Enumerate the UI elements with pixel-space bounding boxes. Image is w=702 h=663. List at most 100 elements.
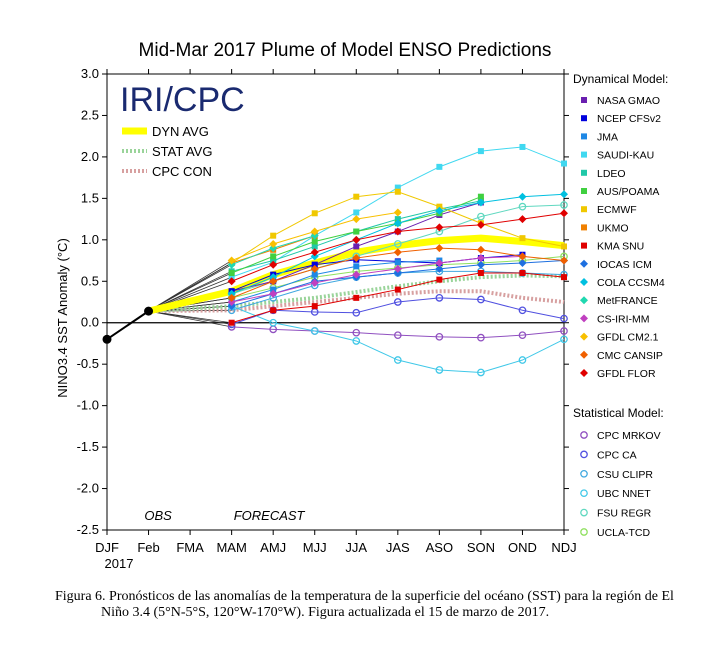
data-point-saudi-kau (561, 160, 567, 167)
anchor-ray-cpc-ca (148, 310, 232, 325)
legend-marker-saudi-kau (581, 151, 587, 158)
y-axis-ticks: 3.0 2.5 2.0 1.5 1.0 0.5 0.0 -0.5 -1.0 -1.5 -2.0 -2.… (77, 66, 569, 537)
data-point-kma-snu (228, 319, 235, 326)
legend-label-gfdl-flor: GFDL FLOR (597, 368, 656, 380)
data-point-gfdl-cm2-1 (310, 227, 319, 236)
data-point-gfdl-cm2-1 (352, 215, 361, 224)
data-point-jma (270, 286, 277, 293)
legend-label-fsu-regr: FSU REGR (597, 508, 652, 520)
data-point-cpc-ca (435, 294, 444, 302)
legend-marker-cmc-cansip (580, 350, 588, 359)
data-point-saudi-kau (519, 143, 526, 150)
data-point-jma (353, 263, 360, 270)
data-point-fsu-regr (518, 202, 527, 211)
data-point-saudi-kau (353, 209, 360, 216)
data-point-ecmwf (394, 188, 401, 195)
legend-marker-nasa-gmao (581, 97, 587, 103)
legend-marker-ukmo (581, 224, 587, 231)
series-cmc-cansip (227, 244, 568, 302)
data-point-kma-snu (394, 286, 401, 293)
legend-marker-cpc-mrkov (580, 431, 588, 439)
legend-label-ecmwf: ECMWF (597, 204, 637, 216)
legend-marker-ubc-nnet (580, 489, 588, 498)
legend-marker-fsu-regr (580, 508, 588, 517)
legend-label-cpc-ca: CPC CA (597, 449, 637, 461)
data-point-cmc-cansip (435, 244, 444, 253)
data-point-gfdl-flor (310, 248, 319, 257)
legend-marker-aus-poama (581, 188, 587, 194)
x-tick-label: SON (467, 540, 495, 555)
data-point-cmc-cansip (269, 277, 278, 286)
legend-marker-gfdl-cm2-1 (580, 332, 588, 341)
data-point-cpc-mrkov (477, 333, 485, 342)
data-point-cmc-cansip (310, 264, 319, 273)
data-point-nasa-gmao (353, 243, 360, 250)
data-point-ecmwf (561, 243, 567, 250)
legend-label-ldeo: LDEO (597, 168, 626, 180)
data-point-kma-snu (311, 303, 318, 310)
dynamical-legend-title: Dynamical Model: (573, 72, 668, 86)
legend-label-iocas-icm: IOCAS ICM (597, 259, 652, 271)
legend-label-cola-ccsm4: COLA CCSM4 (597, 277, 665, 289)
data-point-iocas-icm (518, 259, 527, 268)
legend-label-saudi-kau: SAUDI-KAU (597, 150, 654, 162)
data-point-ubc-nnet (435, 366, 444, 374)
data-point-metfrance (227, 260, 236, 269)
data-point-cpc-mrkov (518, 331, 527, 340)
legend-marker-iocas-icm (580, 259, 588, 268)
data-point-saudi-kau (228, 274, 235, 281)
data-point-gfdl-flor (560, 209, 568, 218)
legend-label-ubc-nnet: UBC NNET (597, 488, 651, 500)
data-point-cola-ccsm4 (269, 273, 278, 282)
data-point-kma-snu (353, 294, 360, 301)
data-point-ecmwf (311, 210, 318, 217)
data-point-gfdl-flor (435, 223, 444, 232)
legend-marker-gfdl-flor (580, 369, 588, 377)
series-metfrance (227, 231, 319, 269)
legend-label-cpc-mrkov: CPC MRKOV (597, 430, 661, 442)
data-point-ubc-nnet (393, 356, 402, 364)
data-point-cola-ccsm4 (560, 190, 568, 199)
data-point-fsu-regr (560, 201, 568, 209)
x-tick-label: DJF (95, 540, 119, 555)
legend-label-cmc-cansip: CMC CANSIP (597, 350, 663, 362)
data-point-cs-iri-mm (227, 298, 236, 306)
x-tick-label: MAM (216, 540, 246, 555)
legend-label-ukmo: UKMO (597, 222, 629, 234)
observed-series (102, 306, 154, 344)
data-point-aus-poama (353, 228, 360, 235)
data-point-aus-poama (477, 193, 484, 200)
series-cpc-mrkov (227, 323, 568, 342)
data-point-saudi-kau (477, 148, 484, 155)
data-point-ubc-nnet (310, 327, 319, 335)
legend-marker-cola-ccsm4 (580, 278, 588, 286)
data-point-metfrance (269, 244, 278, 253)
data-point-cola-ccsm4 (518, 192, 527, 201)
chart-title: Mid-Mar 2017 Plume of Model ENSO Predict… (139, 40, 552, 61)
anchor-ray-gfdl-cm2-1 (148, 260, 232, 312)
data-point-cs-iri-mm (393, 264, 402, 273)
observed-line (106, 310, 150, 341)
data-point-cola-ccsm4 (227, 289, 236, 298)
data-point-ubc-nnet (477, 368, 485, 377)
data-point-cs-iri-mm (352, 270, 361, 279)
data-point-cpc-ca (393, 298, 402, 306)
data-point-cs-iri-mm (269, 289, 278, 298)
figure-caption: Figura 6. Pronósticos de las anomalías d… (55, 589, 674, 620)
series-cs-iri-mm (227, 252, 527, 306)
data-point-cmc-cansip (393, 248, 402, 257)
legend-label-stat-avg: STAT AVG (152, 144, 212, 159)
obs-label: OBS (144, 508, 172, 523)
data-point-fsu-regr (477, 212, 485, 221)
data-point-jma (394, 259, 401, 266)
avg-line-cpc-con (148, 289, 565, 314)
series-gfdl-cm2-1 (227, 208, 402, 265)
y-tick-label: 2.0 (81, 149, 99, 164)
data-point-cpc-mrkov (393, 331, 402, 340)
legend-marker-cs-iri-mm (580, 314, 588, 323)
y-tick-label: -0.5 (77, 356, 99, 371)
data-point-cola-ccsm4 (435, 206, 444, 215)
data-point-aus-poama (228, 269, 235, 276)
data-point-cpc-ca (477, 295, 485, 304)
legend-label-dyn-avg: DYN AVG (152, 124, 209, 139)
